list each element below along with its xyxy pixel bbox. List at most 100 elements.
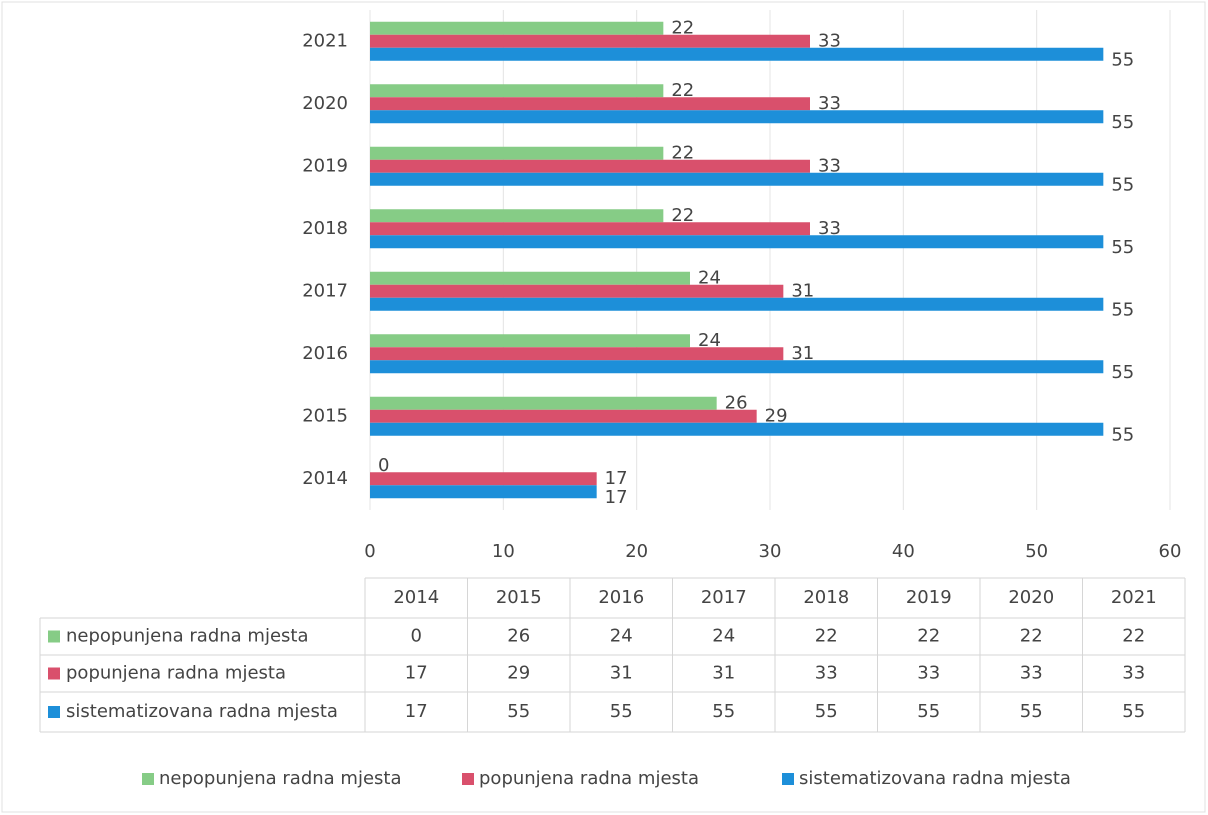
table-cell: 29 xyxy=(507,663,530,684)
table-cell: 24 xyxy=(610,626,633,647)
legend-swatch xyxy=(142,773,154,785)
table-row-label: sistematizovana radna mjesta xyxy=(66,701,338,722)
bar xyxy=(370,21,664,35)
data-label: 31 xyxy=(791,280,814,301)
table-cell: 22 xyxy=(1020,626,1043,647)
table-header: 2015 xyxy=(496,587,542,608)
table-cell: 31 xyxy=(610,663,633,684)
legend-swatch xyxy=(782,773,794,785)
table-cell: 55 xyxy=(1122,701,1145,722)
x-tick-label: 30 xyxy=(759,541,782,562)
x-tick-label: 60 xyxy=(1159,541,1182,562)
bar xyxy=(370,422,1104,436)
table-row-label: popunjena radna mjesta xyxy=(66,663,286,684)
table-cell: 33 xyxy=(1122,663,1145,684)
y-tick-label: 2021 xyxy=(302,30,348,51)
y-tick-label: 2015 xyxy=(302,405,348,426)
table-cell: 24 xyxy=(712,626,735,647)
bar xyxy=(370,472,597,486)
table-cell: 22 xyxy=(815,626,838,647)
data-label: 33 xyxy=(818,93,841,114)
x-tick-label: 20 xyxy=(625,541,648,562)
data-label: 31 xyxy=(791,343,814,364)
y-tick-label: 2017 xyxy=(302,280,348,301)
x-tick-label: 0 xyxy=(364,541,375,562)
bar xyxy=(370,271,690,285)
x-tick-label: 10 xyxy=(492,541,515,562)
table-cell: 55 xyxy=(712,701,735,722)
table-header: 2020 xyxy=(1008,587,1054,608)
bar xyxy=(370,235,1104,249)
bar xyxy=(370,485,597,499)
legend-label: popunjena radna mjesta xyxy=(479,768,699,789)
table-swatch xyxy=(48,667,60,680)
bar xyxy=(370,159,810,173)
legend-swatch xyxy=(462,773,474,785)
data-label: 17 xyxy=(605,468,628,489)
bar xyxy=(370,110,1104,124)
bar xyxy=(370,334,690,348)
y-tick-label: 2014 xyxy=(302,468,348,489)
data-label: 24 xyxy=(698,330,721,351)
y-tick-label: 2020 xyxy=(302,93,348,114)
y-tick-label: 2016 xyxy=(302,343,348,364)
data-label: 33 xyxy=(818,218,841,239)
data-label: 55 xyxy=(1111,299,1134,320)
table-header: 2021 xyxy=(1111,587,1157,608)
table-cell: 55 xyxy=(507,701,530,722)
table-header: 2019 xyxy=(906,587,952,608)
table-cell: 17 xyxy=(405,701,428,722)
data-label: 55 xyxy=(1111,424,1134,445)
table-cell: 55 xyxy=(1020,701,1043,722)
table-cell: 31 xyxy=(712,663,735,684)
bar xyxy=(370,146,664,160)
data-label: 22 xyxy=(671,142,694,163)
data-label: 22 xyxy=(671,205,694,226)
data-label: 22 xyxy=(671,17,694,38)
table-header: 2014 xyxy=(393,587,439,608)
table-cell: 33 xyxy=(815,663,838,684)
table-cell: 22 xyxy=(917,626,940,647)
data-label: 55 xyxy=(1111,237,1134,258)
data-label: 0 xyxy=(378,455,389,476)
bar xyxy=(370,47,1104,61)
table-cell: 33 xyxy=(1020,663,1043,684)
data-label: 55 xyxy=(1111,174,1134,195)
data-label: 26 xyxy=(725,392,748,413)
bar xyxy=(370,34,810,48)
table-header: 2016 xyxy=(598,587,644,608)
data-label: 22 xyxy=(671,80,694,101)
table-cell: 55 xyxy=(917,701,940,722)
table-row-label: nepopunjena radna mjesta xyxy=(66,626,309,647)
table-cell: 17 xyxy=(405,663,428,684)
y-tick-label: 2019 xyxy=(302,155,348,176)
data-label: 55 xyxy=(1111,362,1134,383)
bar xyxy=(370,347,784,361)
bar xyxy=(370,222,810,236)
bar xyxy=(370,97,810,111)
legend-label: nepopunjena radna mjesta xyxy=(159,768,402,789)
data-label: 55 xyxy=(1111,49,1134,70)
bar xyxy=(370,284,784,298)
bar xyxy=(370,84,664,98)
data-label: 33 xyxy=(818,30,841,51)
table-cell: 55 xyxy=(815,701,838,722)
y-tick-label: 2018 xyxy=(302,218,348,239)
table-cell: 55 xyxy=(610,701,633,722)
bar xyxy=(370,172,1104,186)
bar xyxy=(370,209,664,223)
legend-label: sistematizovana radna mjesta xyxy=(799,768,1071,789)
table-cell: 33 xyxy=(917,663,940,684)
data-label: 29 xyxy=(765,405,788,426)
data-label: 24 xyxy=(698,267,721,288)
x-tick-label: 50 xyxy=(1025,541,1048,562)
data-label: 33 xyxy=(818,155,841,176)
bar xyxy=(370,360,1104,374)
table-cell: 26 xyxy=(507,626,530,647)
data-label: 55 xyxy=(1111,112,1134,133)
data-label: 17 xyxy=(605,487,628,508)
x-tick-label: 40 xyxy=(892,541,915,562)
table-header: 2018 xyxy=(803,587,849,608)
bar xyxy=(370,409,757,423)
